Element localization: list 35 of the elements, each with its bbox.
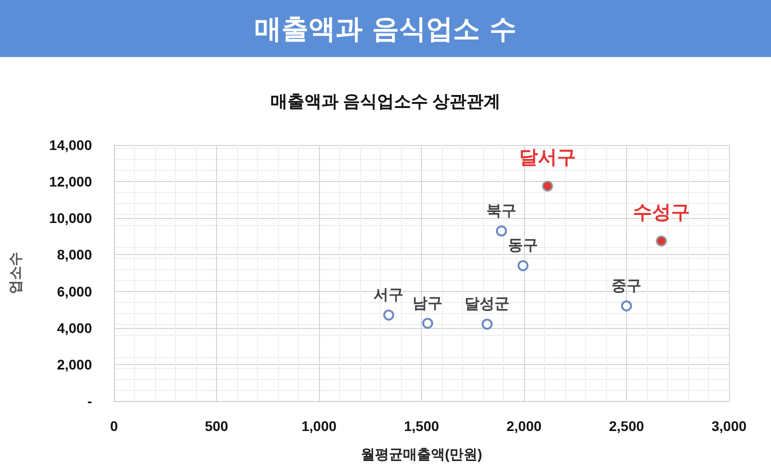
point xyxy=(383,310,394,321)
point xyxy=(482,318,493,330)
x-tick-label: 500 xyxy=(204,418,228,434)
point xyxy=(496,225,507,236)
annotation: 달서구 xyxy=(519,148,576,169)
point xyxy=(517,260,528,272)
y-tick-label: 4,000 xyxy=(56,320,92,336)
point xyxy=(656,236,667,246)
x-tick-label: 2,000 xyxy=(506,418,542,434)
y-tick-label: 12,000 xyxy=(49,174,92,190)
y-tick-label: 10,000 xyxy=(49,210,92,226)
annotation: 수성구 xyxy=(632,202,690,224)
x-tick-label: 1,500 xyxy=(404,418,440,434)
y-tick-label: 14,000 xyxy=(49,137,92,153)
y-tick-label: 6,000 xyxy=(56,283,92,300)
annotation: 중구 xyxy=(612,277,642,294)
annotation: 서구 xyxy=(374,286,404,304)
y-tick-label: 8,000 xyxy=(56,246,92,263)
annotation: 달성군 xyxy=(464,296,510,313)
x-tick-label: 0 xyxy=(110,418,118,434)
annotation: 북구 xyxy=(486,202,516,220)
x-tick-label: 1,000 xyxy=(301,418,337,434)
annotation: 남구 xyxy=(412,294,443,312)
point xyxy=(422,318,434,329)
point xyxy=(542,180,554,192)
y-tick-label: - xyxy=(87,393,92,409)
x-axis-title: 월평균매출액(만원) xyxy=(360,446,482,462)
point xyxy=(621,300,632,312)
chart-subtitle: 매출액과 음식업소수 상관관계 xyxy=(270,92,501,111)
chart-title: 매출액과 음식업소 수 xyxy=(0,0,771,57)
annotation: 동구 xyxy=(508,237,538,254)
y-tick-label: 2,000 xyxy=(56,356,92,372)
x-tick-label: 3,000 xyxy=(711,418,747,434)
y-axis-title: 업소수 xyxy=(7,252,23,294)
x-tick-label: 2,500 xyxy=(608,418,644,434)
